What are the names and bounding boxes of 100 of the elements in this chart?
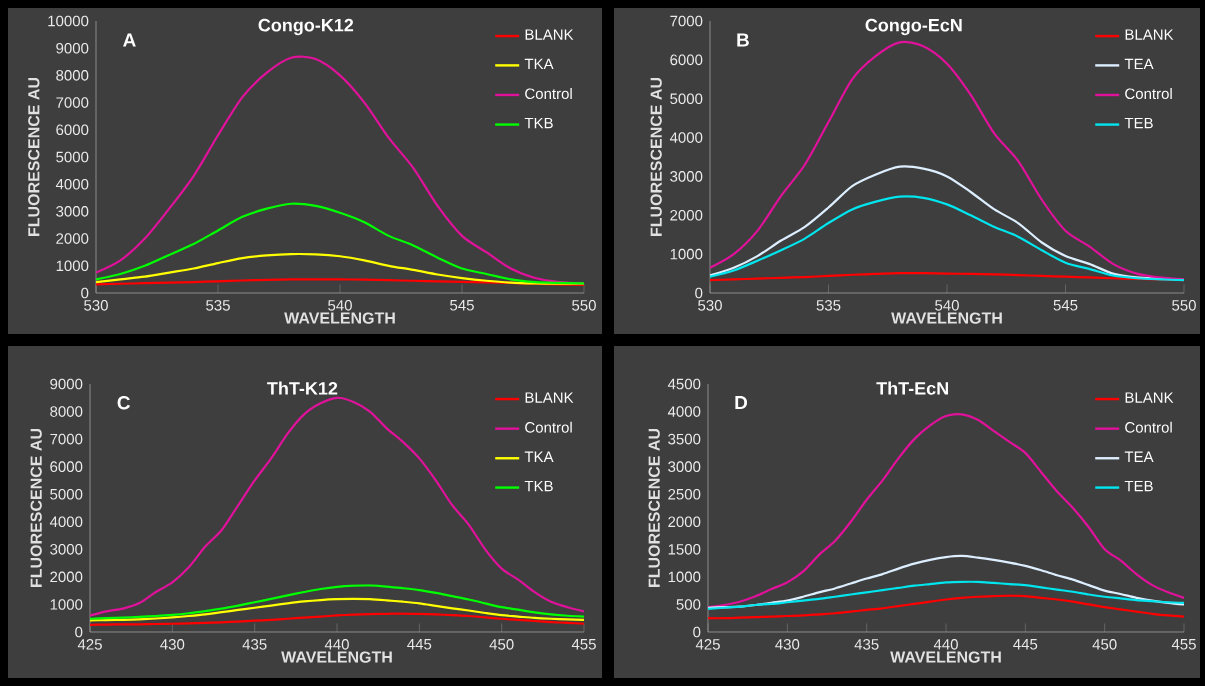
y-tick-label: 8000	[56, 70, 89, 81]
y-tick-label: 0	[693, 626, 701, 638]
y-tick-label: 0	[75, 626, 83, 638]
x-tick-label: 445	[407, 639, 432, 650]
y-axis-title: FLUORESCENCE AU	[28, 78, 40, 236]
x-tick-label: 445	[1013, 639, 1038, 650]
line-series	[90, 584, 584, 620]
x-tick-label: 425	[77, 639, 102, 650]
y-tick-label: 7000	[670, 15, 703, 27]
y-tick-label: 2000	[670, 209, 703, 221]
annotation: A	[123, 33, 136, 47]
x-tick-label: 550	[1172, 300, 1196, 311]
y-tick-label: 3500	[668, 433, 701, 445]
x-tick-label: 540	[328, 300, 352, 311]
legend-label: Control	[525, 421, 572, 433]
y-tick-label: 2000	[668, 516, 701, 528]
x-tick-label: 450	[489, 639, 514, 650]
x-tick-label: 455	[1171, 639, 1196, 650]
chart-title: Congo-EcN	[865, 18, 962, 36]
y-tick-label: 1000	[670, 248, 703, 260]
annotation: B	[737, 33, 749, 47]
x-tick-label: 450	[1092, 639, 1117, 650]
legend-label: BLANK	[1125, 392, 1174, 403]
legend-label: BLANK	[525, 392, 574, 403]
annotation: C	[117, 396, 131, 410]
y-tick-label: 9000	[50, 378, 83, 390]
line-series	[708, 594, 1185, 620]
y-tick-label: 3000	[56, 206, 89, 217]
line-series	[708, 580, 1185, 610]
y-tick-label: 2000	[50, 571, 83, 583]
annotation: D	[735, 396, 748, 410]
y-tick-label: 5000	[50, 488, 83, 500]
legend-label: TEA	[1124, 58, 1154, 70]
legend-label: BLANK	[525, 29, 574, 40]
legend-label: TKA	[524, 58, 554, 70]
legend-label: Control	[1125, 421, 1172, 433]
chart-title: ThT-K12	[267, 381, 338, 395]
y-tick-label: 4000	[669, 132, 703, 143]
x-axis-title: WAVELENGTH	[890, 651, 1001, 663]
y-tick-label: 4000	[55, 178, 89, 190]
line-series	[90, 597, 584, 622]
y-tick-label: 4500	[667, 378, 701, 390]
x-tick-label: 435	[854, 639, 879, 650]
line-series	[708, 554, 1185, 609]
line-series	[708, 413, 1185, 609]
legend-label: Control	[525, 88, 572, 100]
y-tick-label: 6000	[670, 54, 703, 66]
x-tick-label: 455	[571, 639, 596, 650]
y-tick-label: 7000	[56, 97, 89, 108]
y-tick-label: 3000	[668, 461, 701, 472]
x-tick-label: 430	[775, 639, 800, 650]
y-tick-label: 0	[695, 287, 703, 299]
legend-label: TKB	[524, 480, 553, 492]
y-tick-label: 6000	[56, 124, 89, 136]
y-axis-title: FLUORESCENCE AU	[30, 429, 42, 587]
x-axis-title: WAVELENGTH	[281, 651, 392, 663]
line-series	[96, 202, 584, 285]
y-tick-label: 4000	[49, 516, 83, 528]
y-tick-label: 0	[81, 287, 89, 299]
chart-title: Congo-K12	[258, 18, 354, 36]
y-tick-label: 2500	[668, 488, 701, 500]
y-tick-label: 500	[676, 599, 701, 610]
legend-label: TEB	[1124, 117, 1153, 129]
y-tick-label: 1000	[56, 260, 89, 272]
x-tick-label: 540	[935, 300, 959, 311]
x-tick-label: 435	[242, 639, 267, 650]
x-tick-label: 430	[160, 639, 185, 650]
x-tick-label: 440	[324, 639, 349, 650]
x-tick-label: 545	[1053, 300, 1078, 311]
y-axis-title: FLUORESCENCE AU	[650, 78, 662, 236]
y-tick-label: 3000	[50, 544, 83, 555]
y-tick-label: 2000	[56, 233, 89, 244]
legend-label: TEB	[1124, 480, 1153, 492]
y-tick-label: 10000	[48, 15, 89, 27]
legend-label: TKB	[524, 117, 553, 129]
x-tick-label: 535	[206, 300, 230, 311]
x-tick-label: 535	[816, 300, 841, 311]
x-tick-label: 440	[933, 639, 958, 650]
line-series	[90, 612, 584, 626]
y-tick-label: 1000	[50, 599, 83, 610]
y-tick-label: 7000	[50, 433, 83, 445]
x-tick-label: 530	[84, 300, 108, 311]
y-axis-title: FLUORESCENCE AU	[648, 429, 660, 587]
x-tick-label: 550	[572, 300, 596, 311]
legend-label: BLANK	[1125, 29, 1174, 40]
x-axis-title: WAVELENGTH	[891, 312, 1002, 324]
legend-label: Control	[1125, 88, 1172, 100]
line-series	[710, 195, 1185, 282]
y-tick-label: 3000	[670, 171, 703, 182]
y-tick-label: 6000	[50, 461, 83, 472]
y-tick-label: 1500	[668, 544, 701, 555]
chart-title: ThT-EcN	[876, 381, 948, 395]
x-tick-label: 545	[450, 300, 474, 311]
x-axis-title: WAVELENGTH	[284, 312, 395, 324]
y-tick-label: 9000	[56, 42, 89, 54]
y-tick-label: 5000	[56, 151, 89, 163]
x-tick-label: 530	[698, 300, 722, 311]
y-tick-label: 5000	[670, 93, 703, 105]
legend-label: TKA	[524, 451, 554, 462]
x-tick-label: 425	[695, 639, 720, 650]
